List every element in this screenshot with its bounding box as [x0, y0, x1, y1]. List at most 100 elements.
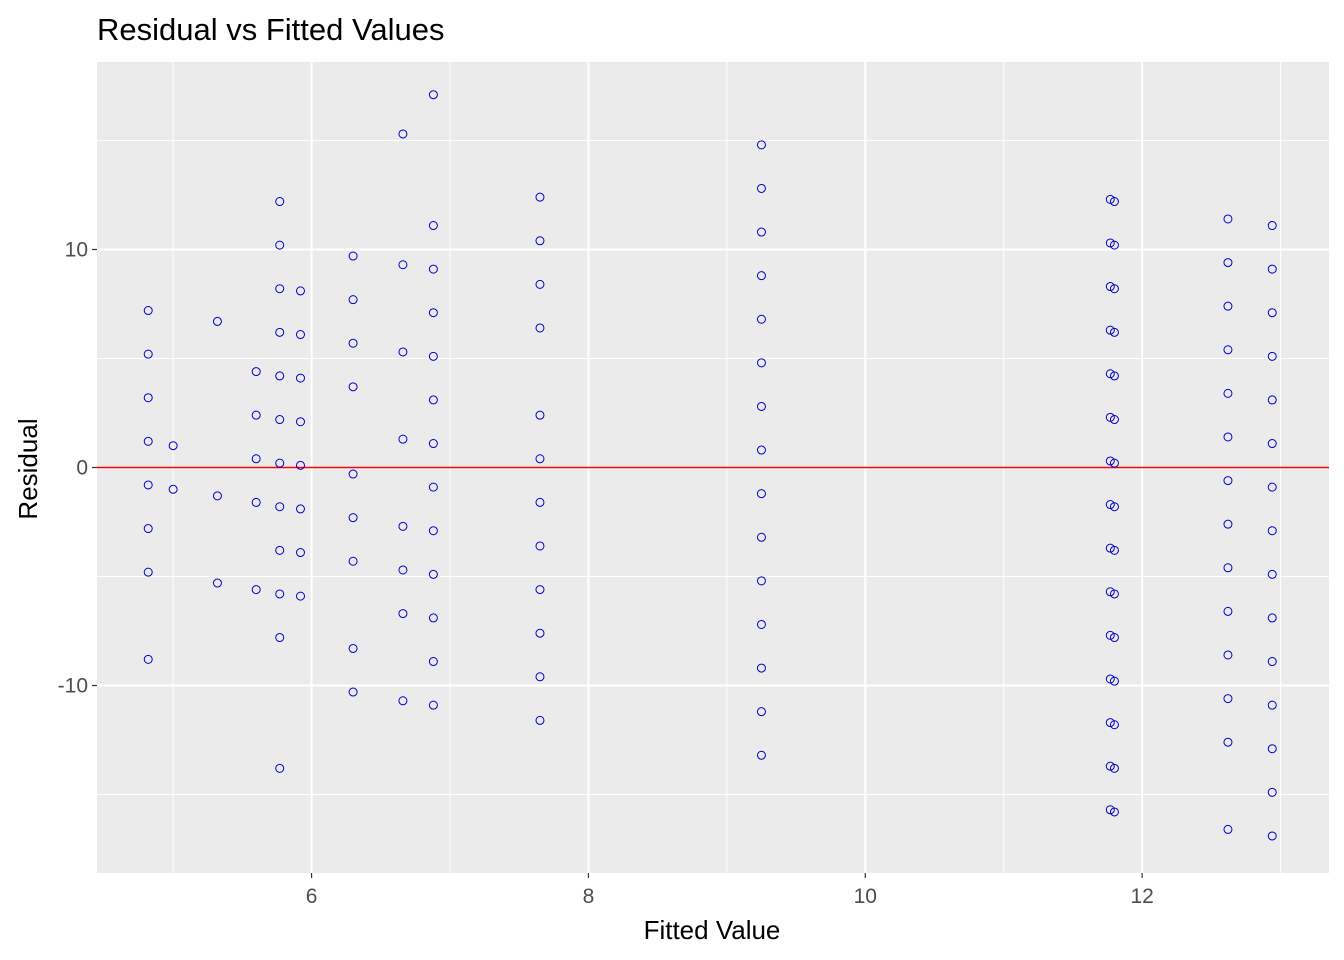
- data-point: [535, 410, 545, 420]
- data-point: [251, 585, 261, 595]
- data-point: [275, 763, 285, 773]
- data-point: [428, 308, 438, 318]
- data-point: [143, 480, 153, 490]
- data-point: [212, 491, 222, 501]
- data-point: [756, 183, 766, 193]
- data-point: [1105, 500, 1115, 510]
- data-point: [398, 260, 408, 270]
- data-point: [275, 458, 285, 468]
- data-point: [1105, 194, 1115, 204]
- data-point: [1105, 761, 1115, 771]
- data-point: [348, 687, 358, 697]
- data-point: [1223, 519, 1233, 529]
- data-point: [1223, 214, 1233, 224]
- data-point: [1267, 700, 1277, 710]
- data-point: [1223, 432, 1233, 442]
- data-point: [275, 545, 285, 555]
- data-point: [756, 576, 766, 586]
- data-point: [295, 460, 305, 470]
- data-point: [1109, 589, 1119, 599]
- data-point: [1223, 388, 1233, 398]
- x-tick-label: 6: [306, 885, 318, 908]
- data-point: [295, 330, 305, 340]
- data-point: [428, 264, 438, 274]
- data-point: [275, 371, 285, 381]
- data-point: [535, 192, 545, 202]
- data-point: [275, 502, 285, 512]
- data-point: [143, 524, 153, 534]
- data-point: [1105, 282, 1115, 292]
- data-point: [1105, 325, 1115, 335]
- data-point: [756, 227, 766, 237]
- data-point: [756, 750, 766, 760]
- data-point: [1223, 476, 1233, 486]
- x-axis-title: Fitted Value: [644, 915, 781, 945]
- x-tick-label: 12: [1130, 885, 1153, 908]
- data-point: [756, 532, 766, 542]
- data-point: [1109, 545, 1119, 555]
- data-point: [1109, 327, 1119, 337]
- data-point: [398, 434, 408, 444]
- data-point: [1267, 439, 1277, 449]
- data-point: [1109, 458, 1119, 468]
- data-point: [535, 323, 545, 333]
- data-point: [143, 393, 153, 403]
- data-point: [143, 567, 153, 577]
- data-point: [251, 497, 261, 507]
- data-point: [756, 445, 766, 455]
- data-point: [348, 469, 358, 479]
- data-point: [1223, 737, 1233, 747]
- data-point: [1109, 807, 1119, 817]
- data-point: [398, 696, 408, 706]
- data-point: [428, 221, 438, 231]
- data-point: [535, 541, 545, 551]
- data-point: [398, 129, 408, 139]
- data-point: [1105, 587, 1115, 597]
- data-point: [1267, 526, 1277, 536]
- data-point: [1267, 787, 1277, 797]
- data-point: [168, 441, 178, 451]
- x-axis-ticks: 6 8 10 12: [306, 873, 1154, 908]
- data-point: [1267, 744, 1277, 754]
- data-point: [1267, 308, 1277, 318]
- data-point: [1109, 415, 1119, 425]
- data-point: [348, 295, 358, 305]
- data-point: [535, 497, 545, 507]
- data-point: [535, 585, 545, 595]
- data-point: [348, 251, 358, 261]
- data-point: [428, 657, 438, 667]
- data-point: [295, 548, 305, 558]
- data-point: [348, 338, 358, 348]
- data-point: [428, 569, 438, 579]
- data-point: [275, 197, 285, 207]
- data-point: [535, 715, 545, 725]
- data-point: [295, 417, 305, 427]
- data-point: [1223, 694, 1233, 704]
- data-point: [143, 306, 153, 316]
- data-point: [295, 286, 305, 296]
- data-point: [212, 316, 222, 326]
- data-point: [756, 358, 766, 368]
- data-point: [1105, 630, 1115, 640]
- data-point: [535, 454, 545, 464]
- data-point: [143, 436, 153, 446]
- data-point: [348, 643, 358, 653]
- data-point: [535, 628, 545, 638]
- data-point: [756, 271, 766, 281]
- data-point: [1267, 264, 1277, 274]
- y-axis-ticks: -10 0 10: [58, 238, 97, 698]
- data-point: [1267, 657, 1277, 667]
- data-points: [143, 90, 1277, 841]
- data-point: [275, 589, 285, 599]
- data-point: [1267, 569, 1277, 579]
- data-point: [398, 565, 408, 575]
- data-point: [275, 415, 285, 425]
- data-point: [1105, 456, 1115, 466]
- data-point: [428, 439, 438, 449]
- data-point: [1223, 606, 1233, 616]
- data-point: [275, 284, 285, 294]
- data-point: [251, 454, 261, 464]
- data-point: [1105, 674, 1115, 684]
- data-point: [1267, 482, 1277, 492]
